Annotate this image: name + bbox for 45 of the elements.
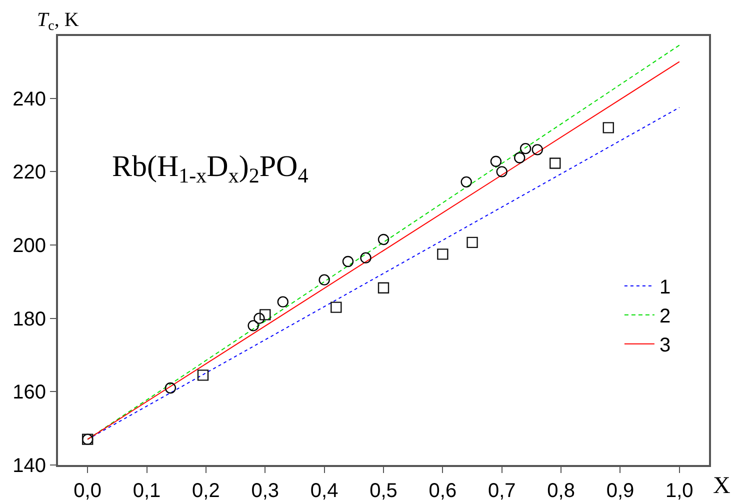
legend-label: 1 bbox=[659, 276, 671, 299]
y-tick-label: 240 bbox=[12, 88, 46, 110]
point bbox=[360, 252, 372, 264]
y-tick-label: 160 bbox=[12, 382, 46, 404]
x-tick-label: 0,3 bbox=[251, 480, 280, 501]
point bbox=[342, 256, 354, 268]
x-tick-label: 0,6 bbox=[428, 480, 457, 501]
x-tick-label: 0,9 bbox=[606, 480, 634, 501]
point bbox=[248, 320, 259, 332]
point bbox=[496, 166, 508, 178]
y-tick-label: 200 bbox=[12, 235, 46, 257]
point bbox=[378, 282, 390, 294]
x-tick-label: 0,7 bbox=[488, 480, 516, 501]
x-tick-label: 0,5 bbox=[370, 480, 398, 501]
y-axis-title: T$_{c}$, K bbox=[37, 9, 80, 34]
point bbox=[460, 176, 472, 188]
point bbox=[254, 312, 265, 324]
legend-label: 3 bbox=[659, 334, 671, 357]
point bbox=[466, 236, 478, 248]
point bbox=[520, 142, 532, 154]
x-tick-label: 0,1 bbox=[132, 480, 161, 501]
y-tick-label: 180 bbox=[12, 308, 46, 330]
x-axis-title: X bbox=[713, 473, 730, 499]
point bbox=[318, 274, 330, 286]
point bbox=[378, 234, 390, 246]
point bbox=[490, 156, 502, 167]
x-tick-label: 0,0 bbox=[74, 480, 102, 501]
x-tick-label: 1,0 bbox=[666, 480, 694, 501]
point bbox=[164, 382, 176, 394]
point bbox=[532, 144, 543, 156]
point bbox=[550, 158, 561, 169]
legend-label: 2 bbox=[659, 306, 671, 328]
point bbox=[437, 248, 448, 260]
point bbox=[514, 152, 526, 164]
point bbox=[602, 122, 614, 134]
annotation: Rb(H$_{1-x}$D$_{x}$)$_{2}$PO$_{4}$ bbox=[112, 150, 309, 188]
y-tick-label: 220 bbox=[12, 162, 46, 184]
y-tick-label: 140 bbox=[12, 455, 46, 477]
x-tick-label: 0,8 bbox=[547, 480, 575, 501]
point bbox=[277, 296, 288, 308]
point bbox=[260, 309, 271, 320]
point bbox=[330, 302, 342, 313]
x-tick-label: 0,4 bbox=[310, 480, 338, 501]
point bbox=[197, 370, 209, 381]
x-tick-label: 0,2 bbox=[192, 480, 220, 501]
